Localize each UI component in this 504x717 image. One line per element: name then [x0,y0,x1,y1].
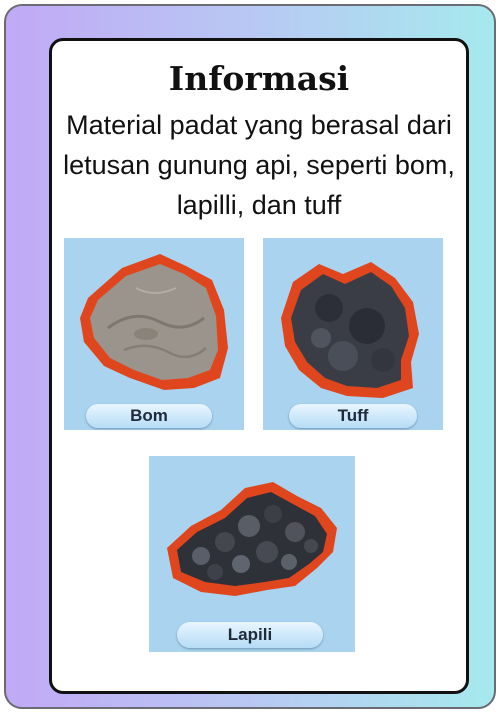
card-title: Informasi [168,59,350,98]
material-tile-tuff[interactable]: Tuff [263,238,443,430]
material-tile-lapili[interactable]: Lapili [149,456,355,652]
card-description: Material padat yang berasal dari letusan… [63,110,455,220]
material-label-tuff: Tuff [289,404,417,428]
material-label-lapili: Lapili [177,622,323,648]
lapilli-rocks-photo-icon [167,482,337,596]
bomb-rock-photo-icon [80,254,228,390]
tuff-rock-photo-icon [281,262,419,398]
material-tile-bom[interactable]: Bom [64,238,244,430]
material-label-bom: Bom [86,404,212,428]
